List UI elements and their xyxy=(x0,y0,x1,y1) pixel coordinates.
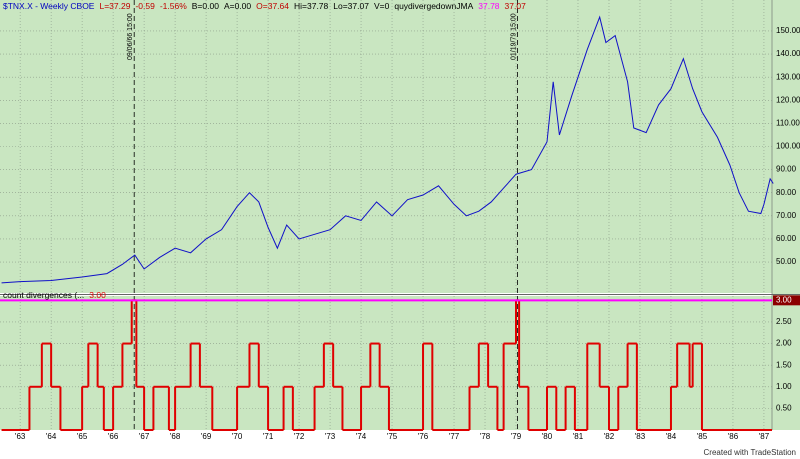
header-item: 37.78 xyxy=(478,1,500,11)
x-tick-label: '68 xyxy=(170,432,181,441)
x-tick-label: '72 xyxy=(294,432,305,441)
header-item: V=0 xyxy=(374,1,390,11)
y-tick-label: 130.00 xyxy=(776,72,800,81)
x-tick-label: '64 xyxy=(46,432,57,441)
x-tick-label: '79 xyxy=(511,432,522,441)
marker-label: 09/06/66 15:00 xyxy=(127,13,134,60)
panel-title-value: 3.00 xyxy=(89,290,106,300)
header-item: quydivergedownJMA xyxy=(394,1,473,11)
y-tick-label: 120.00 xyxy=(776,95,800,104)
x-tick-label: '87 xyxy=(759,432,770,441)
y-tick-label: 1.00 xyxy=(776,382,792,391)
x-tick-label: '85 xyxy=(697,432,708,441)
x-tick-label: '67 xyxy=(139,432,150,441)
header-item: L=37.29 xyxy=(99,1,130,11)
footer: Created with TradeStation xyxy=(704,448,797,457)
y-tick-label: 110.00 xyxy=(776,119,800,128)
lower-panel xyxy=(0,296,772,430)
y-tick-label: 80.00 xyxy=(776,188,797,197)
header-item: A=0.00 xyxy=(224,1,251,11)
x-tick-label: '82 xyxy=(604,432,615,441)
x-tick-label: '70 xyxy=(232,432,243,441)
x-tick-label: '86 xyxy=(728,432,739,441)
upper-panel xyxy=(0,0,772,293)
y-tick-label: 2.00 xyxy=(776,339,792,348)
x-tick-label: '66 xyxy=(108,432,119,441)
header-item: B=0.00 xyxy=(192,1,219,11)
value-box-label: 3.00 xyxy=(776,295,792,304)
y-tick-label: 150.00 xyxy=(776,26,800,35)
x-tick-label: '77 xyxy=(449,432,460,441)
x-tick-label: '74 xyxy=(356,432,367,441)
header-item: Hi=37.78 xyxy=(294,1,329,11)
x-tick-label: '83 xyxy=(635,432,646,441)
panel-title-text: count divergences (... xyxy=(3,290,84,300)
header-item: $TNX.X - Weekly CBOE xyxy=(3,1,95,11)
x-tick-label: '81 xyxy=(573,432,584,441)
header-item: 37.07 xyxy=(505,1,527,11)
price-line xyxy=(1,15,774,284)
value-box xyxy=(773,295,800,306)
y-tick-label: 60.00 xyxy=(776,234,797,243)
y-tick-label: 50.00 xyxy=(776,257,797,266)
y-tick-label: 0.50 xyxy=(776,403,792,412)
x-tick-label: '73 xyxy=(325,432,336,441)
x-tick-label: '76 xyxy=(418,432,429,441)
header-item: O=37.64 xyxy=(256,1,289,11)
x-tick-label: '75 xyxy=(387,432,398,441)
x-tick-label: '65 xyxy=(77,432,88,441)
header: $TNX.X - Weekly CBOE L=37.29 -0.59 -1.56% B=… xyxy=(3,1,526,11)
y-tick-label: 140.00 xyxy=(776,49,800,58)
y-tick-label: 70.00 xyxy=(776,211,797,220)
y-tick-label: 100.00 xyxy=(776,142,800,151)
panel-title: count divergences (... 3.00 xyxy=(3,290,106,300)
y-tick-label: 1.50 xyxy=(776,360,792,369)
x-tick-label: '71 xyxy=(263,432,274,441)
x-tick-label: '84 xyxy=(666,432,677,441)
x-tick-label: '63 xyxy=(15,432,26,441)
header-item: -1.56% xyxy=(160,1,187,11)
x-tick-label: '78 xyxy=(480,432,491,441)
y-tick-label: 2.50 xyxy=(776,317,792,326)
x-tick-label: '80 xyxy=(542,432,553,441)
axis-strip xyxy=(772,0,800,430)
header-item: -0.59 xyxy=(135,1,155,11)
y-tick-label: 90.00 xyxy=(776,165,797,174)
header-item: Lo=37.07 xyxy=(333,1,369,11)
x-tick-label: '69 xyxy=(201,432,212,441)
marker-label: 01/19/79 15:00 xyxy=(510,13,517,60)
